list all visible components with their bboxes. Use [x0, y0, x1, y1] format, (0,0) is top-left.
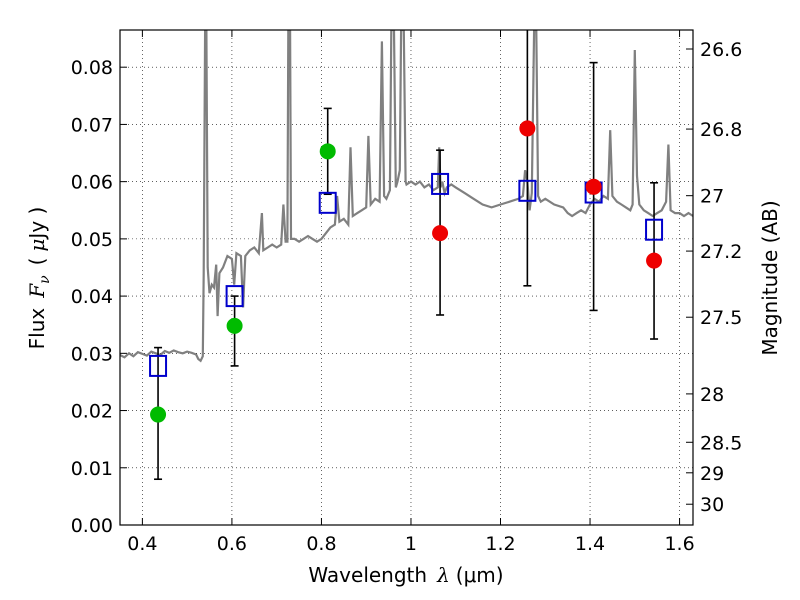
- y-tick-label: 0.06: [71, 172, 113, 194]
- x-tick-label: 0.4: [127, 533, 157, 555]
- y-tick-label: 0.00: [71, 515, 113, 537]
- observed-point: [150, 406, 167, 423]
- plot-area: [120, 30, 693, 481]
- error-bars: [154, 30, 659, 481]
- observed-point: [319, 143, 336, 160]
- axis-ticks: [120, 30, 693, 526]
- mag-tick-label: 26.6: [700, 39, 742, 61]
- model-square-point: [518, 179, 537, 202]
- mag-tick-label: 26.8: [700, 119, 742, 141]
- spectrum-line: [120, 30, 693, 363]
- observed-point: [226, 317, 243, 334]
- x-tick-label: 1.4: [575, 533, 605, 555]
- right-axis-title: Magnitude (AB): [758, 200, 782, 355]
- model-square-point: [318, 191, 337, 214]
- y-tick-label: 0.03: [71, 343, 113, 365]
- mag-tick-label: 30: [700, 494, 724, 516]
- y-tick-label: 0.04: [71, 286, 113, 308]
- y-tick-label: 0.07: [71, 114, 113, 136]
- grid-lines: [120, 30, 693, 525]
- data-markers: [149, 120, 664, 423]
- mag-tick-label: 29: [700, 463, 724, 485]
- y-tick-label: 0.02: [71, 401, 113, 423]
- y-tick-label: 0.05: [71, 229, 113, 251]
- observed-point: [585, 178, 602, 195]
- model-square-point: [645, 218, 664, 241]
- x-tick-label: 1: [405, 533, 417, 555]
- mag-tick-label: 27.2: [700, 241, 742, 263]
- observed-point: [519, 120, 536, 137]
- x-tick-label: 0.6: [217, 533, 247, 555]
- y-tick-label: 0.08: [71, 57, 113, 79]
- observed-point: [646, 252, 663, 269]
- y-axis-title: FluxFν(μJy ): [25, 207, 53, 350]
- model-square-point: [149, 354, 168, 377]
- mag-tick-label: 27.5: [700, 307, 742, 329]
- tick-labels: 0.4 0.6 0.8 1 1.2 1.4 1.6 0.00 0.01 0.02 0.03 0.04 0…: [71, 39, 743, 555]
- mag-tick-label: 28.5: [700, 432, 742, 454]
- mag-tick-label: 28: [700, 384, 724, 406]
- mag-tick-label: 27: [700, 186, 724, 208]
- observed-point: [432, 225, 449, 242]
- x-axis-title: Wavelength λ (μm): [308, 563, 503, 587]
- plot-frame: [119, 29, 694, 526]
- x-tick-label: 0.8: [306, 533, 336, 555]
- model-square-point: [431, 172, 450, 195]
- y-tick-label: 0.01: [71, 458, 113, 480]
- x-tick-label: 1.6: [664, 533, 694, 555]
- model-square-point: [225, 285, 244, 308]
- x-tick-label: 1.2: [485, 533, 515, 555]
